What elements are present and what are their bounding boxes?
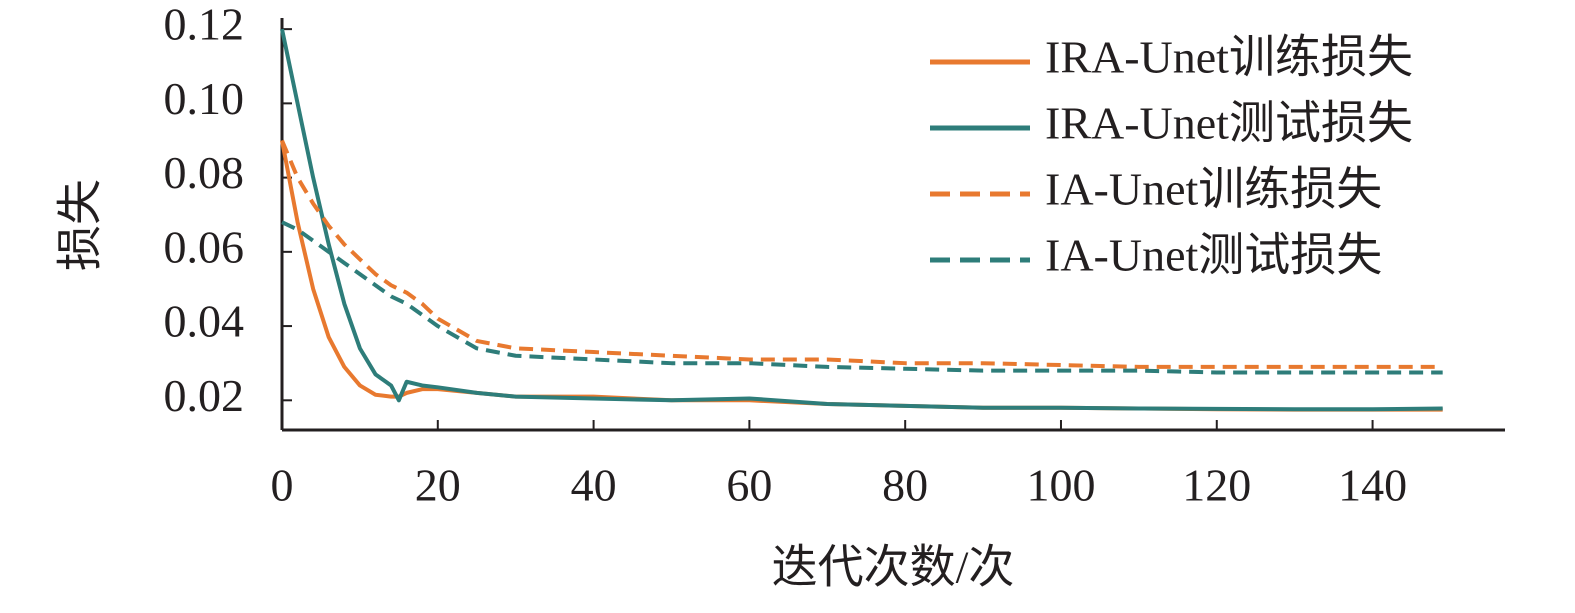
line-series bbox=[281, 220, 1443, 375]
x-tick-label: 60 bbox=[726, 460, 772, 511]
y-axis-label: 损失 bbox=[55, 179, 106, 271]
line-series bbox=[280, 139, 1443, 369]
x-tick-label: 40 bbox=[571, 460, 617, 511]
legend-label: IRA-Unet测试损失 bbox=[1045, 98, 1413, 149]
x-axis-label: 迭代次数/次 bbox=[772, 542, 1015, 593]
legend-label: IA-Unet测试损失 bbox=[1045, 230, 1382, 281]
y-tick-label: 0.10 bbox=[164, 73, 245, 124]
y-tick-label: 0.08 bbox=[164, 147, 245, 198]
line-series bbox=[280, 28, 1443, 412]
x-tick-label: 80 bbox=[882, 460, 928, 511]
y-tick-label: 0.02 bbox=[164, 370, 245, 421]
legend-label: IRA-Unet训练损失 bbox=[1045, 32, 1413, 83]
y-tick-label: 0.12 bbox=[164, 0, 245, 50]
x-tick-label: 120 bbox=[1182, 460, 1251, 511]
x-tick-label: 140 bbox=[1338, 460, 1407, 511]
x-tick-label: 100 bbox=[1026, 460, 1095, 511]
y-tick-label: 0.04 bbox=[164, 296, 245, 347]
legend-label: IA-Unet训练损失 bbox=[1045, 164, 1382, 215]
x-tick-label: 20 bbox=[415, 460, 461, 511]
y-tick-label: 0.06 bbox=[164, 221, 245, 272]
x-tick-label: 0 bbox=[271, 460, 294, 511]
